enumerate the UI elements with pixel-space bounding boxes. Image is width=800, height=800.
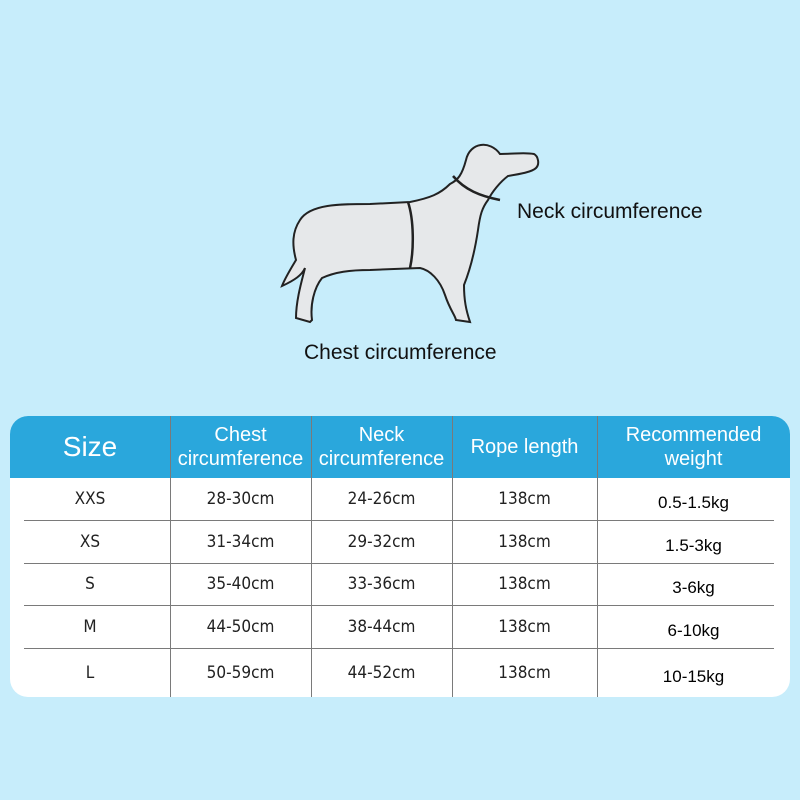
column-divider xyxy=(597,416,598,697)
table-cell: XXS xyxy=(74,489,106,509)
header-cell: Neck circumference xyxy=(318,424,445,470)
table-header xyxy=(10,416,790,478)
table-cell: M xyxy=(83,616,97,637)
table-cell: 29-32cm xyxy=(347,531,416,552)
table-cell: 28-30cm xyxy=(206,489,275,509)
weight-cell: 0.5-1.5kg xyxy=(658,493,729,512)
weight-cell: 3-6kg xyxy=(672,578,715,597)
dog-illustration xyxy=(280,144,540,324)
row-divider xyxy=(24,520,774,521)
table-cell: 138cm xyxy=(498,662,551,683)
chest-circumference-label: Chest circumference xyxy=(304,341,497,364)
table-cell: 138cm xyxy=(498,574,551,594)
table-cell: 33-36cm xyxy=(347,574,416,594)
table-cell: 44-52cm xyxy=(347,662,416,683)
header-cell: Chest circumference xyxy=(177,424,304,470)
table-cell: 24-26cm xyxy=(347,489,416,509)
header-cell: Size xyxy=(62,431,118,462)
dog-body xyxy=(280,144,540,324)
neck-circumference-label: Neck circumference xyxy=(517,200,703,223)
table-cell: 38-44cm xyxy=(347,616,416,637)
table-cell: S xyxy=(85,574,95,594)
row-divider xyxy=(24,605,774,606)
table-cell: L xyxy=(85,662,95,683)
table-cell: 50-59cm xyxy=(206,662,275,683)
column-divider xyxy=(170,416,171,697)
table-cell: 35-40cm xyxy=(206,574,275,594)
table-cell: 138cm xyxy=(498,531,551,552)
size-table: Size Chest circumference Neck circumferenc… xyxy=(10,416,790,697)
chest-strap xyxy=(406,201,415,269)
column-divider xyxy=(452,416,453,697)
table-cell: 31-34cm xyxy=(206,531,275,552)
header-cell: Rope length xyxy=(470,436,579,458)
row-divider xyxy=(24,563,774,564)
weight-cell: 1.5-3kg xyxy=(665,535,722,555)
table-cell: 138cm xyxy=(498,489,551,509)
header-cell: Recommended weight xyxy=(625,424,762,470)
weight-cell: 10-15kg xyxy=(662,666,725,686)
neck-strap xyxy=(452,175,501,202)
table-cell: 44-50cm xyxy=(206,616,275,637)
table-cell: XS xyxy=(79,531,101,552)
column-divider xyxy=(311,416,312,697)
table-cell: 138cm xyxy=(498,616,551,637)
weight-cell: 6-10kg xyxy=(667,620,720,640)
row-divider xyxy=(24,648,774,649)
